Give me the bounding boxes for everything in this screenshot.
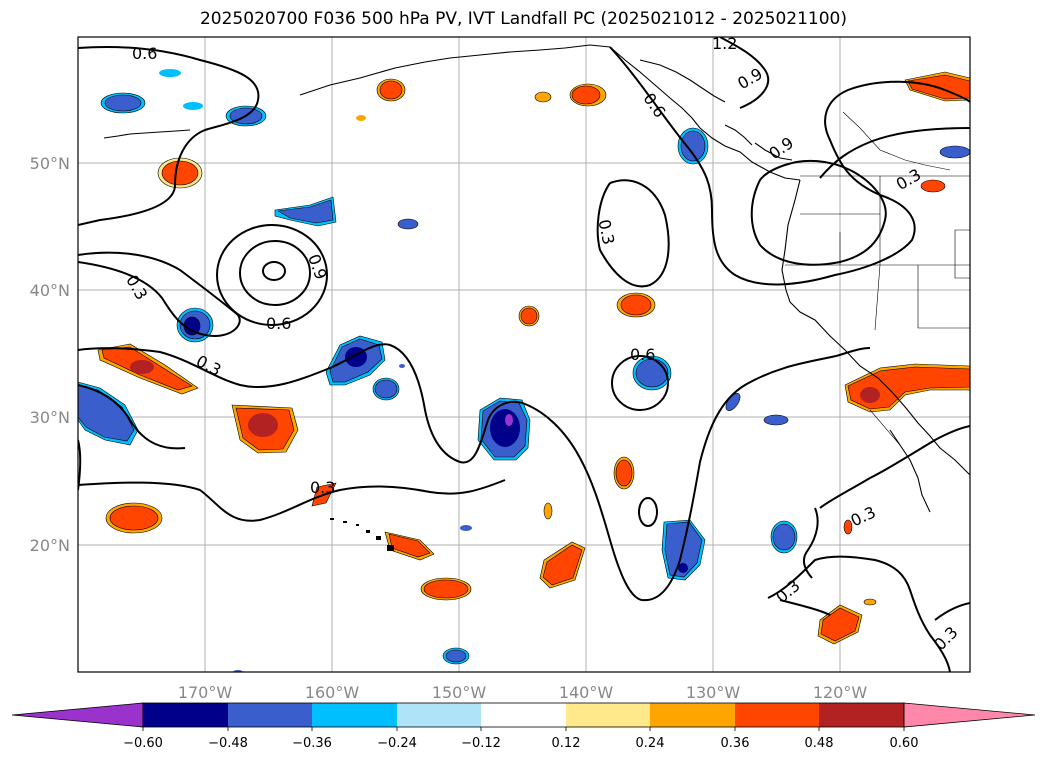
pv-anomaly-negative [442, 647, 470, 665]
pv-anomaly-negative [78, 381, 139, 446]
colorbar-segment [481, 703, 566, 727]
pv-anomaly-positive [863, 598, 877, 606]
longitude-axis: 170°W 160°W 150°W 140°W 130°W 120°W [178, 683, 868, 702]
longitude-label: 160°W [305, 683, 360, 702]
islands [330, 518, 394, 551]
pv-anomaly-positive [97, 343, 199, 395]
map-background [78, 37, 970, 672]
pv-anomaly-negative [460, 525, 472, 531]
pv-anomaly-positive [539, 541, 586, 589]
pv-anomaly-positive [231, 404, 299, 454]
pv-anomaly-negative [763, 414, 789, 426]
colorbar-tick-label: 0.24 [636, 736, 665, 751]
pv-anomaly-positive [543, 502, 553, 520]
colorbar-tick-label: 0.12 [552, 736, 581, 751]
colorbar-segment [566, 703, 650, 727]
colorbar-segment [312, 703, 397, 727]
pv-anomaly-positive [376, 78, 406, 102]
contour-label: 0.3 [310, 478, 335, 497]
map-title: 2025020700 F036 500 hPa PV, IVT Landfall… [199, 9, 847, 29]
pv-anomaly-positive [920, 179, 946, 193]
pv-anomaly-negative [183, 102, 203, 110]
colorbar-tick-label: −0.48 [208, 736, 248, 751]
colorbar-tick-label: −0.60 [123, 736, 163, 751]
coastlines [103, 44, 970, 513]
pv-anomaly-positive [356, 115, 366, 121]
pv-anomaly-negative [274, 196, 337, 227]
colorbar-extend-min [11, 702, 144, 728]
pv-anomaly-positive [616, 292, 656, 318]
latitude-label: 50°N [30, 154, 70, 173]
colorbar-segment [228, 703, 312, 727]
pv-anomaly-positive [613, 456, 635, 490]
colorbar-tick-label: 0.48 [805, 736, 834, 751]
pv-anomaly-negative [399, 364, 405, 368]
pv-anomaly-negative [770, 520, 798, 554]
contour-label: 0.6 [132, 44, 157, 63]
pc-contours [78, 37, 970, 672]
pv-anomaly-positive [105, 502, 163, 534]
colorbar-segment [650, 703, 735, 727]
colorbar-segment [397, 703, 481, 727]
pv-anomaly-negative [677, 127, 709, 165]
longitude-label: 120°W [813, 683, 868, 702]
pv-anomaly-positive [843, 519, 853, 535]
colorbar-tick-label: −0.24 [377, 736, 417, 751]
colorbar-segment [735, 703, 819, 727]
pv-anomaly-positive [518, 305, 540, 327]
latitude-label: 30°N [30, 408, 70, 427]
pv-anomaly-negative [100, 92, 146, 114]
pv-anomaly-negative [159, 69, 181, 77]
map-frame [77, 36, 971, 673]
contour-label: 0.6 [266, 314, 291, 333]
latitude-axis: 50°N 40°N 30°N 20°N [30, 154, 70, 555]
colorbar-extend-max [903, 702, 1036, 728]
longitude-label: 140°W [559, 683, 614, 702]
colorbar-segment [819, 703, 904, 727]
pv-anomaly-positive [420, 577, 472, 601]
longitude-label: 150°W [432, 683, 487, 702]
colorbar-tick-label: 0.60 [890, 736, 919, 751]
colorbar-tick-label: −0.36 [292, 736, 332, 751]
contour-label: 1.2 [712, 34, 737, 53]
pv-anomaly-negative [939, 145, 970, 159]
contour-label: 0.6 [630, 345, 655, 364]
map-panel: 0.6 0.3 0.6 0.9 0.3 0.6 0.3 0.3 0.6 0.9 … [77, 34, 971, 673]
pv-anomaly-negative [397, 218, 419, 230]
latitude-label: 40°N [30, 281, 70, 300]
pv-anomaly-positive [844, 363, 970, 413]
colorbar-tick-label: 0.36 [721, 736, 750, 751]
colorbar: −0.60 −0.48 −0.36 −0.24 −0.12 0.12 0.24 … [11, 702, 1036, 751]
longitude-label: 170°W [178, 683, 233, 702]
pv-anomaly-negative [176, 307, 214, 343]
pv-anomaly-positive [534, 83, 607, 107]
pv-anomaly-positive [157, 157, 203, 189]
colorbar-segment [143, 703, 228, 727]
pv-positive-anomalies [97, 71, 970, 645]
colorbar-tick-label: −0.12 [461, 736, 501, 751]
pv-anomaly-negative [372, 377, 400, 401]
longitude-label: 130°W [686, 683, 741, 702]
contour-label: 0.3 [594, 218, 618, 247]
latitude-label: 20°N [30, 536, 70, 555]
